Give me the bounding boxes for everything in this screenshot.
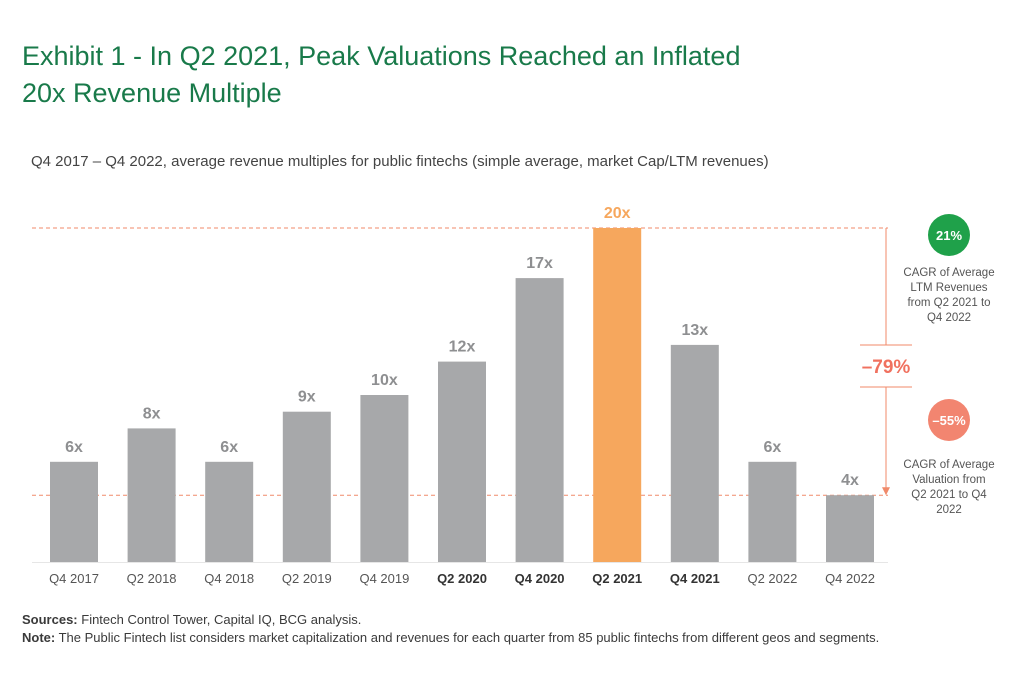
x-tick-label: Q2 2018: [127, 571, 177, 586]
sources-label: Sources:: [22, 612, 78, 627]
note-text: The Public Fintech list considers market…: [55, 630, 880, 645]
x-tick-label: Q4 2022: [825, 571, 875, 586]
cagr-badge-value: –55%: [932, 413, 966, 428]
cagr-annotation-line: 2022: [936, 504, 962, 516]
change-arrowhead: [882, 487, 890, 496]
x-tick-label: Q4 2017: [49, 571, 99, 586]
x-tick-label: Q4 2020: [515, 571, 565, 586]
data-label: 20x: [604, 205, 631, 222]
x-tick-label: Q2 2022: [747, 571, 797, 586]
sources-line: Sources: Fintech Control Tower, Capital …: [22, 611, 879, 629]
title-line-2: 20x Revenue Multiple: [22, 78, 282, 108]
cagr-badge-value: 21%: [936, 228, 962, 243]
title-line-1: Exhibit 1 - In Q2 2021, Peak Valuations …: [22, 41, 741, 71]
exhibit-title: Exhibit 1 - In Q2 2021, Peak Valuations …: [22, 38, 982, 112]
x-tick-label: Q2 2021: [592, 571, 642, 586]
cagr-annotation-line: CAGR of Average: [903, 267, 994, 279]
bar-q2-2021: [593, 228, 642, 562]
bar-q2-2018: [127, 428, 176, 562]
note-line: Note: The Public Fintech list considers …: [22, 629, 879, 647]
data-label: 4x: [841, 472, 859, 489]
cagr-annotation-line: Valuation from: [912, 474, 985, 486]
sources-text: Fintech Control Tower, Capital IQ, BCG a…: [77, 612, 362, 627]
x-tick-label: Q2 2020: [437, 571, 487, 586]
bar-q4-2020: [515, 278, 564, 562]
x-tick-label: Q2 2019: [282, 571, 332, 586]
cagr-annotation-line: from Q2 2021 to: [907, 297, 990, 309]
data-label: 10x: [371, 372, 398, 389]
bar-q4-2022: [826, 495, 874, 562]
data-label: 6x: [764, 439, 782, 456]
x-tick-label: Q4 2018: [204, 571, 254, 586]
note-label: Note:: [22, 630, 56, 645]
footer: Sources: Fintech Control Tower, Capital …: [22, 611, 879, 647]
bar-chart: 6x Q4 2017 8x Q2 2018 6x Q4 2018 9x Q2 2019 10x Q…: [32, 205, 995, 586]
cagr-annotation-line: LTM Revenues: [910, 282, 987, 294]
cagr-badge: [928, 214, 970, 256]
cagr-annotation-line: Q2 2021 to Q4: [911, 489, 987, 501]
data-label: 6x: [65, 439, 83, 456]
data-label: 8x: [143, 405, 161, 422]
data-label: 13x: [681, 322, 708, 339]
cagr-badge: [928, 399, 970, 441]
data-label: 17x: [526, 255, 553, 272]
data-label: 9x: [298, 389, 316, 406]
change-label: –79%: [862, 357, 911, 378]
cagr-annotation-line: CAGR of Average: [903, 459, 994, 471]
x-tick-label: Q4 2021: [670, 571, 720, 586]
bar-q4-2017: [50, 461, 98, 562]
data-label: 12x: [449, 339, 476, 356]
chart-subtitle: Q4 2017 – Q4 2022, average revenue multi…: [31, 153, 769, 170]
x-tick-label: Q4 2019: [359, 571, 409, 586]
bar-q2-2019: [282, 411, 331, 562]
data-label: 6x: [220, 439, 238, 456]
bar-q4-2021: [670, 344, 719, 562]
bar-q4-2019: [360, 395, 409, 562]
bar-q2-2022: [748, 461, 797, 562]
bar-q2-2020: [438, 361, 486, 562]
cagr-annotation-line: Q4 2022: [927, 312, 971, 324]
bar-q4-2018: [205, 461, 254, 562]
